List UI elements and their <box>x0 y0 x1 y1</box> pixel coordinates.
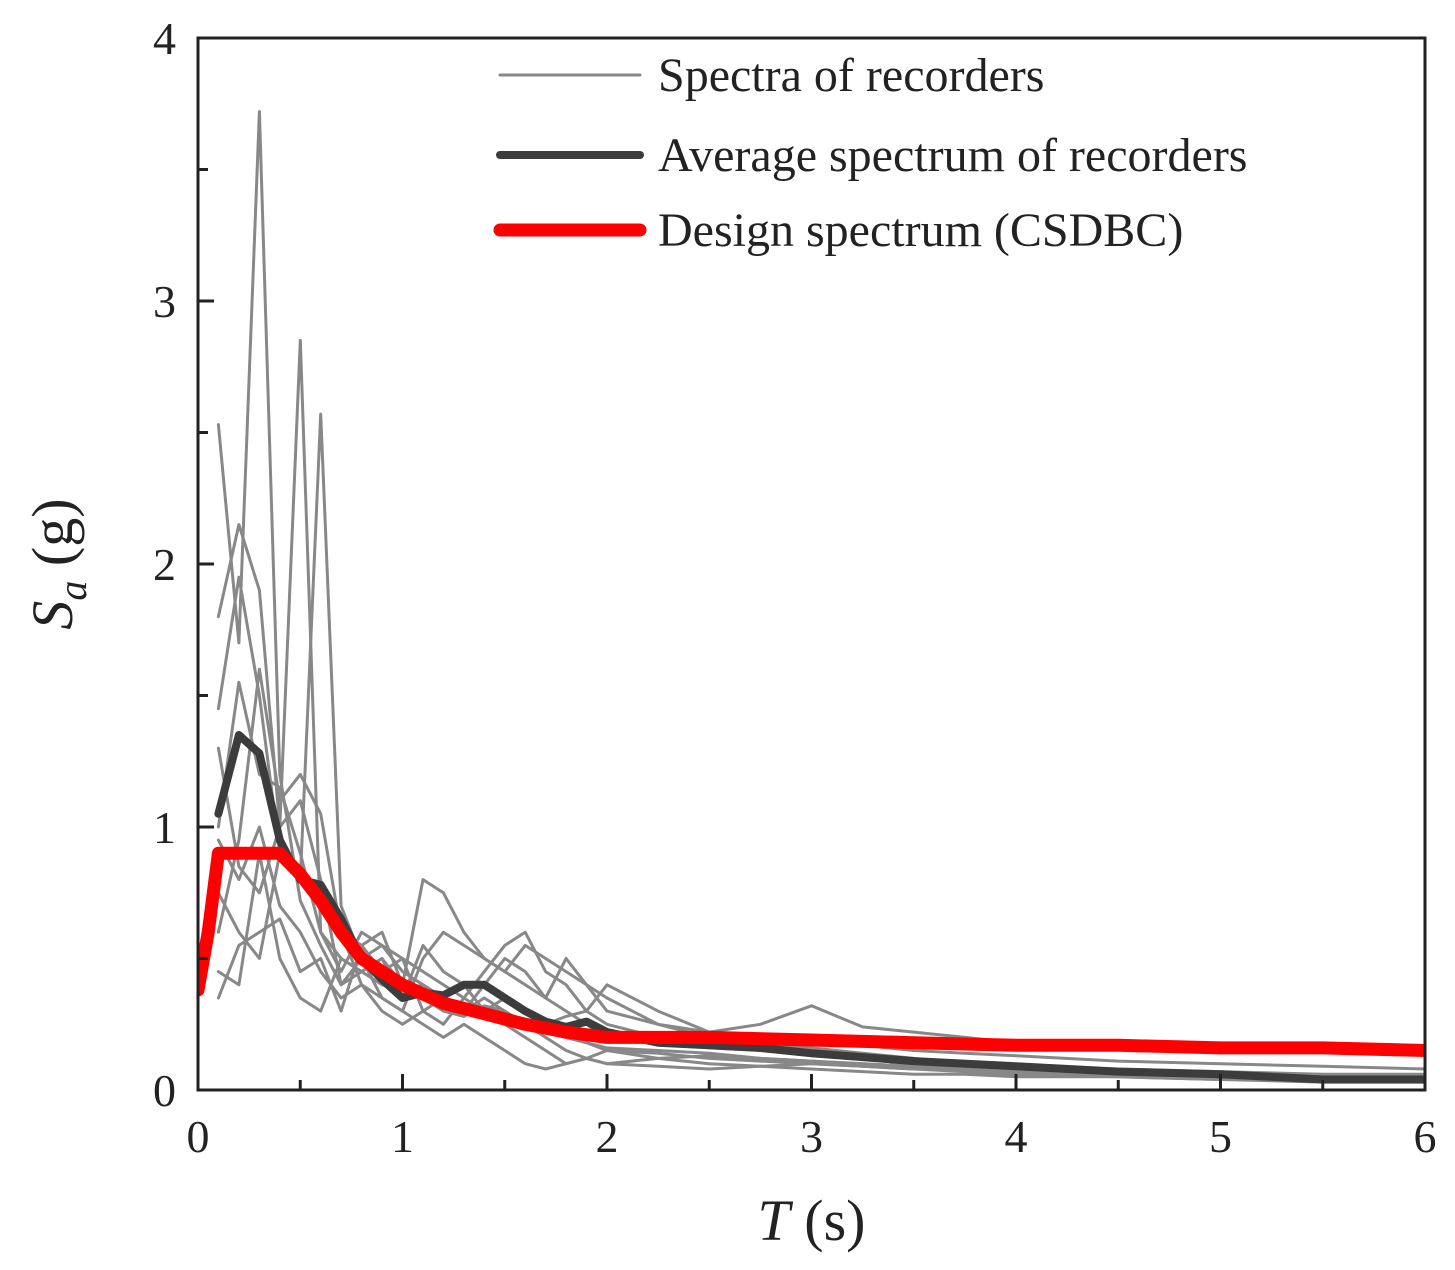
x-tick-label: 4 <box>1005 1111 1028 1162</box>
recorder-spectrum-line-6 <box>216 878 1425 1071</box>
average-spectrum-line <box>214 731 1425 1084</box>
y-axis-title-symbol: S <box>20 601 85 630</box>
x-tick-label: 1 <box>391 1111 414 1162</box>
design-spectrum-line <box>198 846 1425 1057</box>
y-tick-label: 1 <box>153 802 176 853</box>
legend: Spectra of recorders Average spectrum of … <box>493 49 1247 257</box>
x-axis-title-symbol: T <box>758 1188 794 1253</box>
plot-area <box>198 110 1425 1084</box>
x-axis-title-unit: (s) <box>790 1188 866 1253</box>
recorder-spectrum-line-10 <box>216 746 1425 1081</box>
recorder-spectrum-line-5 <box>216 667 1425 1076</box>
y-axis-title-unit: (g) <box>20 498 85 580</box>
recorder-spectrum-line-4 <box>216 680 1425 1079</box>
y-axis-title-subscript: a <box>50 581 95 601</box>
axes: 0 1 2 3 4 5 6 0 1 2 3 4 T (s) Sa (g) <box>20 13 1437 1253</box>
y-tick-label: 2 <box>153 539 176 590</box>
x-tick-label: 2 <box>596 1111 619 1162</box>
x-tick-label: 3 <box>800 1111 823 1162</box>
y-tick-label: 0 <box>153 1065 176 1116</box>
y-axis-title: Sa (g) <box>20 498 95 629</box>
x-tick-label: 6 <box>1414 1111 1437 1162</box>
x-tick-label: 5 <box>1209 1111 1232 1162</box>
x-axis-title: T (s) <box>758 1188 866 1253</box>
legend-label-1: Spectra of recorders <box>658 49 1044 102</box>
legend-label-2: Average spectrum of recorders <box>658 129 1247 182</box>
x-tick-label: 0 <box>187 1111 210 1162</box>
y-tick-label: 4 <box>153 13 176 64</box>
legend-label-3: Design spectrum (CSDBC) <box>658 204 1183 257</box>
plot-series-group <box>198 110 1425 1084</box>
y-tick-label: 3 <box>153 276 176 327</box>
